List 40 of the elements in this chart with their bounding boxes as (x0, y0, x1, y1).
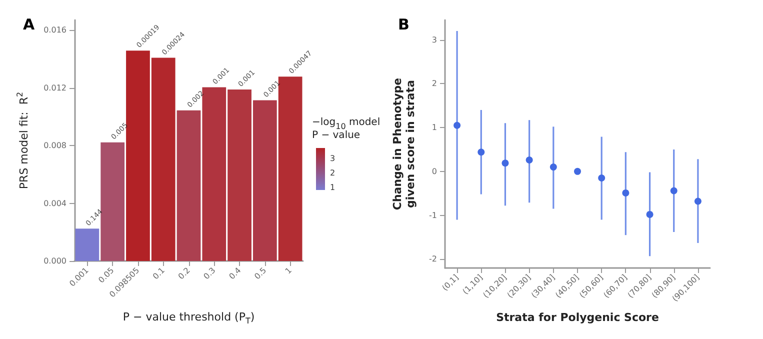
y-tick-label: 0.004 (44, 198, 66, 208)
point (598, 174, 606, 182)
x-tick-label: 0.4 (227, 266, 243, 282)
y-tick-label: 0.012 (44, 83, 66, 92)
point (694, 198, 702, 205)
y-tick-label: 0.008 (44, 141, 66, 150)
point (670, 187, 678, 194)
point (454, 122, 461, 129)
y-tick-label: 2 (432, 79, 437, 88)
color-bar-label: 3 (330, 154, 336, 163)
point (622, 189, 630, 196)
point (646, 210, 654, 218)
bar (176, 110, 201, 261)
point (526, 156, 533, 164)
x-tick-label: 0.2 (176, 266, 192, 282)
x-axis-title: Strata for Polygenic Score (496, 311, 659, 324)
bar (100, 142, 125, 261)
y-tick-label: 0.016 (44, 26, 66, 35)
x-tick-label: 1 (284, 266, 294, 276)
point (478, 148, 485, 156)
y-tick-label: 0 (432, 166, 437, 176)
x-tick-label: 0.1 (151, 266, 167, 282)
y-tick-label: -2 (429, 254, 437, 264)
y-axis-title: Change in Phenotype given score in strata (391, 78, 417, 210)
y-axis-title: PRS model fit: R2 (16, 92, 30, 190)
bar (75, 228, 100, 261)
y-tick-label: 3 (432, 35, 437, 44)
x-tick-label: 0.5 (252, 266, 268, 282)
y-tick-label: 1 (432, 123, 437, 132)
color-bar-label: 2 (330, 168, 336, 178)
point (574, 168, 581, 175)
chart-title: B (398, 16, 410, 34)
y-tick-label: -1 (429, 210, 437, 220)
chart-title: A (23, 16, 35, 34)
point (550, 164, 557, 171)
color-bar-label: 1 (330, 183, 336, 192)
y-tick-label: 0.000 (44, 256, 66, 266)
point (502, 160, 509, 167)
bar (278, 76, 302, 261)
x-tick-label: 0.3 (202, 266, 218, 282)
